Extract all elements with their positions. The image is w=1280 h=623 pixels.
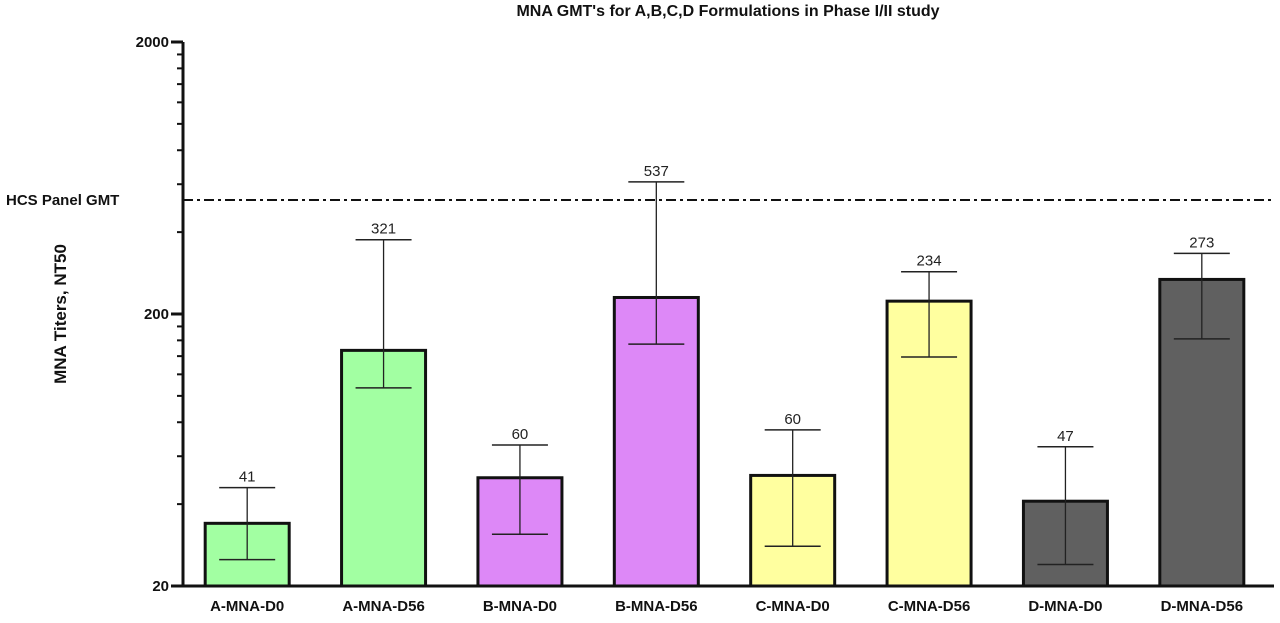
category-label: B-MNA-D0	[483, 598, 557, 615]
bar	[612, 295, 700, 588]
data-label: 47	[1057, 428, 1074, 445]
data-label: 60	[512, 426, 529, 443]
category-label: C-MNA-D56	[888, 598, 971, 615]
bar	[340, 348, 428, 588]
y-axis-label: MNA Titers, NT50	[51, 244, 70, 384]
chart-title: MNA GMT's for A,B,C,D Formulations in Ph…	[516, 3, 939, 20]
y-tick-label: 2000	[136, 34, 169, 51]
data-label: 234	[917, 253, 942, 270]
bars: 41 A-MNA-D0 321 A-MNA-D56 60 B-MNA-D0 537 B-MNA…	[203, 163, 1246, 615]
reference-line-group: HCS Panel GMT	[6, 192, 1274, 209]
data-label: 537	[644, 163, 669, 180]
data-label: 321	[371, 221, 396, 238]
category-label: D-MNA-D56	[1161, 598, 1244, 615]
reference-line-label: HCS Panel GMT	[6, 192, 119, 209]
category-label: A-MNA-D56	[342, 598, 425, 615]
data-label: 41	[239, 469, 256, 486]
y-tick-label: 200	[144, 306, 169, 323]
category-label: B-MNA-D56	[615, 598, 698, 615]
data-label: 273	[1189, 234, 1214, 251]
category-label: D-MNA-D0	[1028, 598, 1102, 615]
data-label: 60	[784, 411, 801, 428]
y-tick-label: 20	[152, 578, 169, 595]
category-label: C-MNA-D0	[756, 598, 830, 615]
category-label: A-MNA-D0	[210, 598, 284, 615]
